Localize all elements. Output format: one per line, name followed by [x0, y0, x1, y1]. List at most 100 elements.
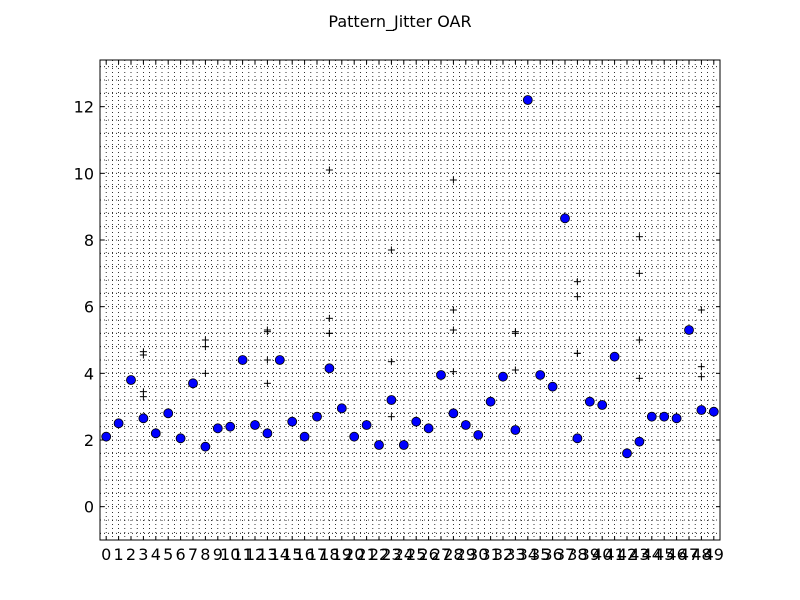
y-tick-label: 8 — [84, 231, 94, 250]
x-tick-label: 8 — [200, 545, 210, 564]
x-tick-label: 11 — [232, 545, 252, 564]
plus-point — [697, 363, 705, 371]
ticks: 0 1 2 3 4 5 6 7 8 9101112131415161718192021222324… — [74, 60, 724, 564]
plus-point — [263, 356, 271, 364]
x-tick-label: 47 — [679, 545, 699, 564]
plot-frame — [99, 59, 721, 541]
x-tick-label: 18 — [319, 545, 339, 564]
y-tick-label: 6 — [84, 298, 94, 317]
circle-point — [175, 433, 186, 444]
circle-point — [634, 436, 645, 447]
circle-point — [324, 363, 335, 374]
plus-point — [263, 379, 271, 387]
x-tick-label: 22 — [369, 545, 389, 564]
x-tick-label: 10 — [220, 545, 240, 564]
x-tick-label: 43 — [629, 545, 649, 564]
circle-point — [572, 433, 583, 444]
plus-point — [573, 278, 581, 286]
circle-point — [510, 425, 521, 435]
circle-point — [646, 411, 657, 422]
circle-point — [188, 378, 198, 389]
circle-point — [138, 413, 149, 424]
chart-title: Pattern_Jitter OAR — [328, 12, 471, 32]
circle-point — [460, 420, 471, 430]
x-tick-label: 12 — [245, 545, 265, 564]
x-tick-label: 4 — [151, 545, 161, 564]
circle-point — [237, 355, 248, 365]
circle-point — [535, 370, 546, 380]
grid — [100, 60, 720, 540]
circle-point — [485, 396, 496, 407]
circle-point — [609, 351, 620, 362]
circle-point — [386, 395, 397, 405]
plus-point — [449, 176, 457, 184]
circle-point — [225, 421, 236, 432]
circle-point — [349, 431, 360, 442]
x-tick-label: 44 — [642, 545, 662, 564]
x-tick-label: 29 — [456, 545, 476, 564]
plus-point — [139, 348, 147, 356]
x-tick-label: 27 — [431, 545, 451, 564]
plus-point — [635, 374, 643, 382]
x-tick-label: 14 — [270, 545, 290, 564]
circle-point — [659, 411, 670, 422]
x-tick-label: 37 — [555, 545, 575, 564]
x-tick-label: 9 — [213, 545, 223, 564]
circle-point — [671, 413, 682, 424]
plus-point — [387, 246, 395, 254]
x-tick-label: 45 — [654, 545, 674, 564]
circle-point — [398, 440, 409, 450]
x-tick-label: 31 — [480, 545, 500, 564]
plus-point — [697, 373, 705, 381]
x-tick-label: 41 — [604, 545, 624, 564]
x-tick-label: 6 — [176, 545, 186, 564]
plus-point — [635, 336, 643, 344]
circle-point — [584, 396, 595, 407]
circle-point — [560, 213, 570, 224]
plus-point — [139, 393, 147, 401]
x-tick-label: 25 — [406, 545, 426, 564]
plus-point — [325, 329, 333, 337]
x-tick-label: 0 — [101, 545, 111, 564]
y-tick-label: 0 — [84, 498, 94, 517]
circle-point — [101, 431, 112, 442]
plus-point — [201, 336, 209, 344]
x-tick-label: 16 — [294, 545, 314, 564]
circle-point — [622, 448, 632, 459]
circle-point — [126, 375, 136, 385]
circle-point — [684, 325, 694, 335]
circle-point — [597, 400, 608, 410]
circle-point — [696, 405, 707, 415]
x-tick-label: 7 — [188, 545, 198, 564]
y-tick-label: 4 — [84, 364, 94, 383]
circle-point — [708, 406, 719, 417]
circle-point — [200, 441, 211, 452]
circle-point — [336, 403, 347, 414]
x-tick-label: 39 — [580, 545, 600, 564]
x-tick-label: 24 — [394, 545, 414, 564]
circle-point — [163, 408, 174, 419]
series-layer — [101, 95, 719, 459]
circle-point — [423, 423, 434, 434]
x-tick-label: 28 — [443, 545, 463, 564]
x-tick-label: 21 — [356, 545, 376, 564]
y-tick-label: 10 — [74, 164, 94, 183]
plus-point — [511, 366, 519, 374]
circle-point — [150, 428, 161, 439]
plus-point — [573, 349, 581, 357]
plus-point — [635, 269, 643, 277]
x-tick-label: 15 — [282, 545, 302, 564]
x-tick-label: 42 — [617, 545, 637, 564]
x-tick-label: 34 — [518, 545, 538, 564]
circle-point — [212, 423, 223, 434]
x-tick-label: 13 — [257, 545, 277, 564]
circle-point — [436, 370, 446, 380]
x-tick-label: 46 — [666, 545, 686, 564]
circle-point — [522, 95, 533, 105]
plus-point — [325, 166, 333, 174]
x-tick-label: 2 — [126, 545, 136, 564]
circle-point — [361, 420, 372, 430]
plus-point — [201, 369, 209, 377]
plus-point — [449, 306, 457, 314]
plus-point — [573, 293, 581, 301]
